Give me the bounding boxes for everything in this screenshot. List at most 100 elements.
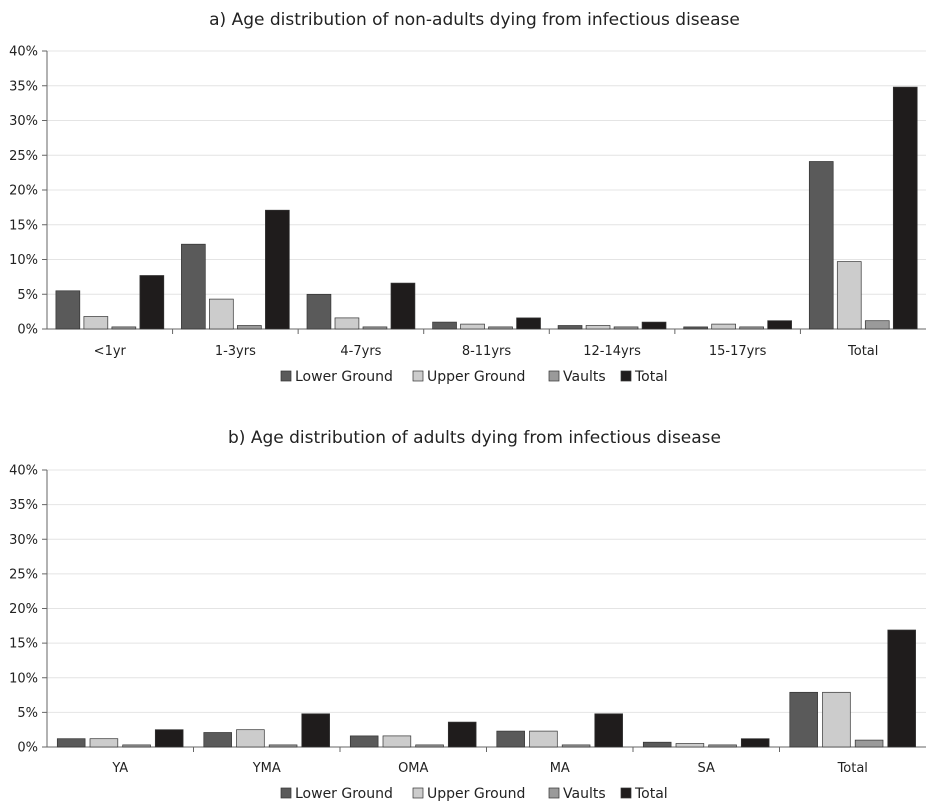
bar-upper-ground [89, 738, 119, 748]
y-tick-label: 10% [9, 253, 38, 268]
bar-vaults [122, 744, 151, 748]
bar-vaults [864, 320, 890, 330]
legend-label: Vaults [563, 786, 606, 802]
legend-swatch [620, 370, 632, 382]
legend-item: Vaults [548, 786, 606, 802]
bar-total [887, 629, 916, 748]
y-tick-label: 40% [9, 45, 38, 60]
bar-upper-ground [822, 691, 851, 748]
y-tick-label: 0% [17, 323, 38, 338]
legend-label: Lower Ground [295, 786, 393, 802]
legend-item: Lower Ground [280, 369, 393, 385]
bar-vaults [561, 744, 591, 748]
bar-vaults [854, 739, 884, 748]
bar-upper-ground [209, 298, 234, 330]
x-tick-label: 4-7yrs [340, 344, 381, 359]
x-tick-label: YA [111, 761, 128, 776]
chart-title: a) Age distribution of non-adults dying … [209, 10, 740, 30]
bar-total [892, 86, 918, 330]
bar-lower-ground [55, 290, 81, 330]
legend-label: Lower Ground [295, 369, 393, 385]
chart-a: a) Age distribution of non-adults dying … [9, 10, 926, 385]
bar-vaults [739, 326, 764, 330]
y-tick-label: 25% [9, 567, 38, 582]
y-tick-label: 15% [9, 218, 38, 233]
bar-total [594, 713, 623, 748]
bar-total [516, 317, 541, 330]
bar-upper-ground [711, 323, 736, 330]
x-tick-label: 1-3yrs [215, 344, 256, 359]
y-tick-label: 20% [9, 602, 38, 617]
legend-label: Total [634, 369, 668, 385]
chart-title: b) Age distribution of adults dying from… [228, 428, 721, 448]
y-tick-label: 20% [9, 184, 38, 199]
x-tick-label: 12-14yrs [583, 344, 641, 359]
y-tick-label: 40% [9, 464, 38, 479]
y-tick-label: 5% [17, 706, 38, 721]
bar-upper-ground [675, 743, 705, 748]
bar-total [740, 738, 770, 748]
x-tick-label: SA [698, 761, 715, 776]
bar-total [641, 321, 667, 330]
bar-upper-ground [83, 316, 109, 330]
bar-lower-ground [683, 326, 708, 330]
bar-vaults [415, 744, 444, 748]
y-tick-label: 35% [9, 498, 38, 513]
legend-label: Upper Ground [427, 369, 525, 385]
bar-lower-ground [496, 730, 525, 748]
y-tick-label: 10% [9, 671, 38, 686]
bar-lower-ground [432, 321, 457, 330]
bar-upper-ground [334, 317, 360, 330]
legend-item: Upper Ground [412, 369, 525, 385]
bar-lower-ground [203, 732, 232, 748]
bar-lower-ground [789, 691, 818, 748]
bar-total [301, 713, 330, 748]
x-tick-label: 8-11yrs [462, 344, 512, 359]
legend-item: Upper Ground [412, 786, 525, 802]
bar-total [139, 275, 165, 330]
legend-item: Lower Ground [280, 786, 393, 802]
bar-upper-ground [460, 323, 485, 330]
x-tick-label: 15-17yrs [709, 344, 767, 359]
x-tick-label: YMA [252, 761, 281, 776]
legend-swatch [548, 370, 560, 382]
bar-lower-ground [808, 161, 834, 330]
y-tick-label: 5% [17, 288, 38, 303]
legend-item: Total [620, 786, 668, 802]
legend-item: Vaults [548, 369, 606, 385]
y-tick-label: 25% [9, 149, 38, 164]
legend-swatch [280, 370, 292, 382]
bar-lower-ground [306, 293, 332, 330]
y-tick-label: 30% [9, 533, 38, 548]
bar-upper-ground [236, 729, 265, 748]
x-tick-label: Total [837, 761, 868, 776]
legend-item: Total [620, 369, 668, 385]
legend-label: Total [634, 786, 668, 802]
y-tick-label: 0% [17, 741, 38, 756]
bar-lower-ground [557, 325, 583, 330]
x-tick-label: MA [550, 761, 570, 776]
bar-vaults [362, 326, 388, 330]
legend-swatch [412, 787, 424, 799]
bar-vaults [111, 326, 137, 330]
x-tick-label: <1yr [94, 344, 127, 359]
bar-total [447, 721, 477, 748]
bar-total [154, 729, 184, 748]
bar-lower-ground [642, 741, 672, 748]
bar-upper-ground [529, 730, 558, 748]
bar-upper-ground [836, 261, 862, 330]
y-tick-label: 30% [9, 114, 38, 129]
bar-total [390, 282, 416, 330]
chart-b: b) Age distribution of adults dying from… [9, 428, 926, 802]
legend-label: Upper Ground [427, 786, 525, 802]
y-tick-label: 15% [9, 637, 38, 652]
bar-vaults [488, 326, 513, 330]
bar-lower-ground [181, 243, 206, 330]
bar-lower-ground [56, 738, 86, 748]
legend-swatch [620, 787, 632, 799]
bar-total [265, 209, 290, 330]
x-tick-label: Total [847, 344, 878, 359]
legend-swatch [412, 370, 424, 382]
bar-vaults [237, 325, 262, 330]
